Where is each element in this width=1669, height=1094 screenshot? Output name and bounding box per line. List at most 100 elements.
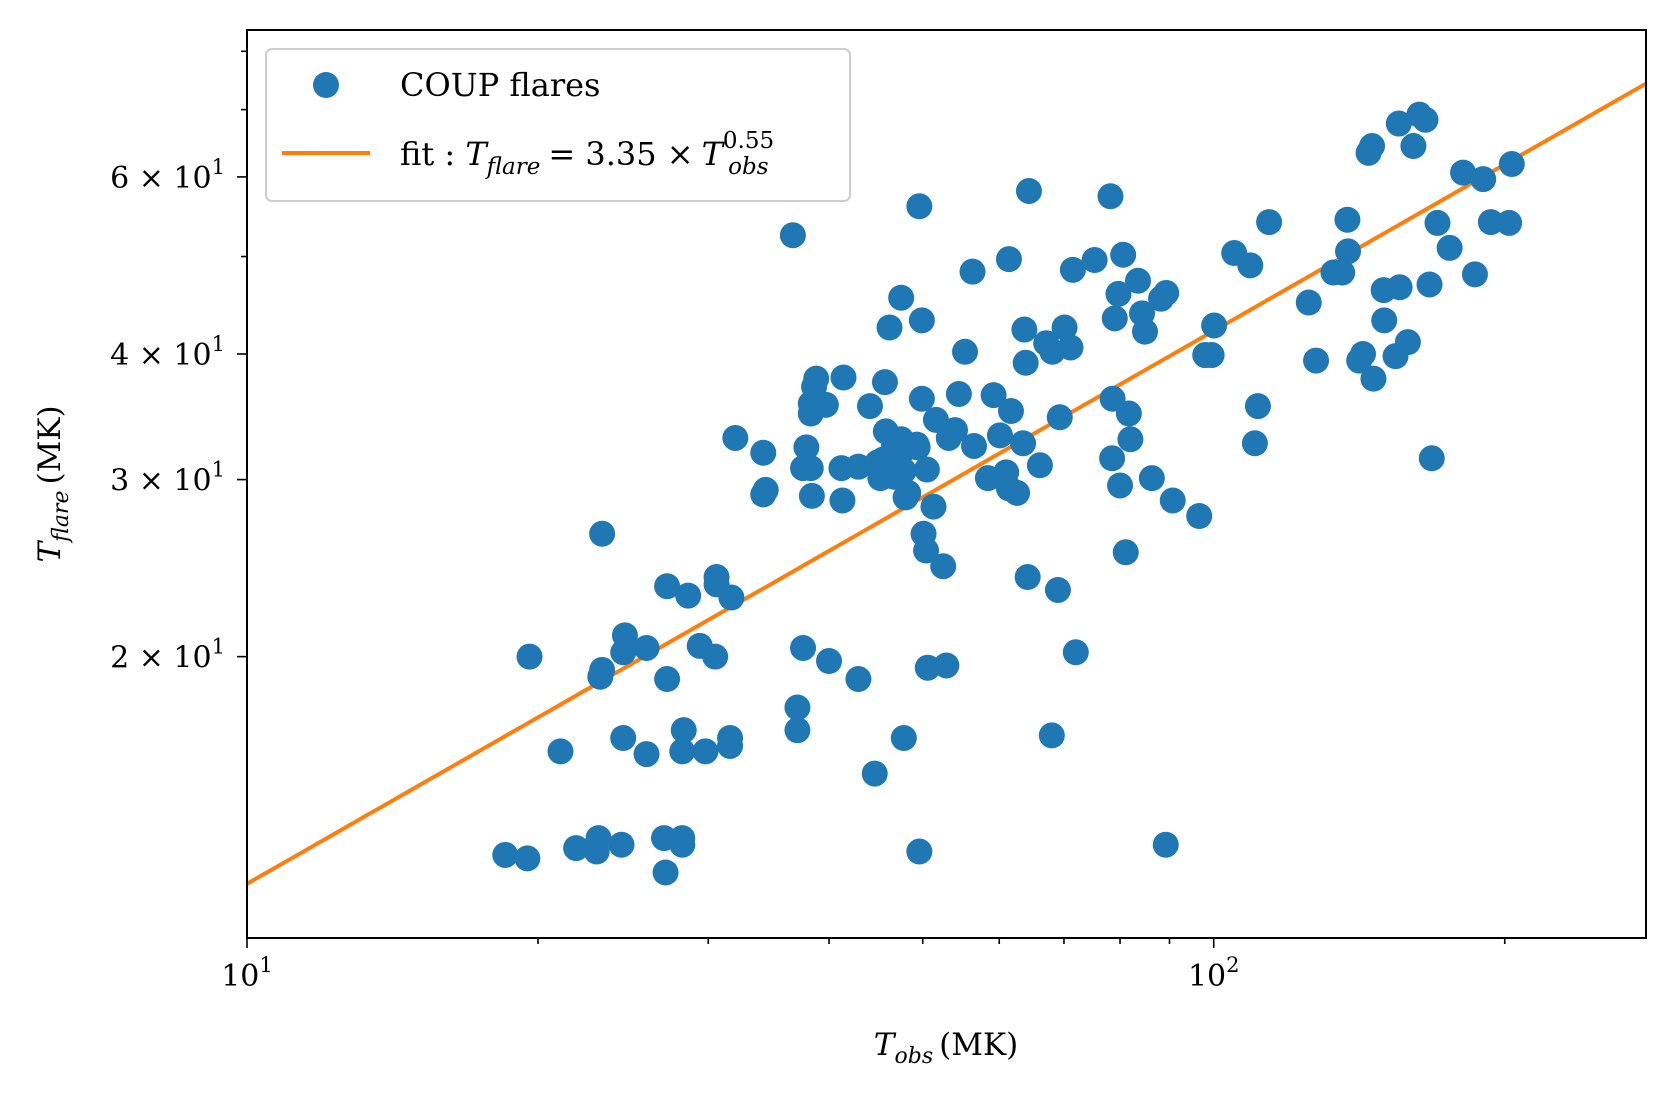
data-point-115: [1059, 256, 1086, 283]
fit-sub-obs: obs: [728, 154, 769, 180]
data-point-49: [803, 365, 830, 392]
fit-var-t: T: [465, 135, 489, 173]
data-point-28: [702, 643, 729, 670]
data-point-165: [1416, 271, 1443, 298]
data-point-89: [945, 380, 972, 407]
data-point-8: [669, 831, 696, 858]
data-point-69: [890, 457, 917, 484]
y-tick-label-2: 4 × 101: [110, 332, 225, 373]
data-point-33: [722, 424, 749, 451]
data-point-16: [692, 738, 719, 765]
data-point-125: [1110, 241, 1137, 268]
x-axis-label-unit: (MK): [939, 1027, 1018, 1063]
fit-var-t2: T: [702, 135, 726, 173]
data-point-164: [1412, 106, 1439, 133]
data-point-139: [1198, 342, 1225, 369]
data-point-80: [908, 307, 935, 334]
data-point-21: [589, 656, 616, 683]
data-point-38: [784, 717, 811, 744]
data-point-162: [1400, 133, 1427, 160]
data-point-169: [1450, 159, 1477, 186]
x-axis-label-var: T: [874, 1027, 897, 1063]
data-point-114: [1057, 334, 1084, 361]
data-point-155: [1360, 365, 1387, 392]
data-point-134: [1159, 487, 1186, 514]
data-point-45: [793, 434, 820, 461]
data-point-173: [1496, 209, 1523, 236]
x-axis-label-sub: obs: [894, 1044, 933, 1069]
fit-line: [247, 81, 1646, 886]
y-axis-label-var: T: [32, 540, 68, 563]
data-point-95: [980, 382, 1007, 409]
data-point-13: [633, 741, 660, 768]
data-point-54: [830, 364, 857, 391]
data-point-57: [856, 393, 883, 420]
legend: COUP flares fit : Tflare = 3.35 × T0.55 obs: [265, 48, 851, 202]
x-tick-label-1: 102: [1188, 953, 1240, 994]
data-point-90: [942, 417, 969, 444]
data-point-146: [1303, 347, 1330, 374]
data-point-103: [1012, 349, 1039, 376]
data-point-116: [1062, 639, 1089, 666]
data-point-25: [654, 573, 681, 600]
data-point-152: [1350, 340, 1377, 367]
y-tick-label-3: 6 × 101: [110, 155, 225, 196]
data-point-15: [669, 738, 696, 765]
data-point-135: [1152, 831, 1179, 858]
data-point-46: [797, 455, 824, 482]
x-axis-label: Tobs (MK): [874, 1027, 1018, 1069]
data-point-24: [633, 634, 660, 661]
data-point-42: [861, 760, 888, 787]
data-point-112: [1044, 576, 1071, 603]
data-point-117: [1081, 247, 1108, 274]
data-point-104: [1014, 564, 1041, 591]
data-point-171: [1470, 166, 1497, 193]
data-point-23: [611, 622, 638, 649]
data-point-142: [1241, 430, 1268, 457]
data-point-161: [1394, 329, 1421, 356]
data-point-113: [1051, 314, 1078, 341]
data-point-85: [914, 654, 941, 681]
data-point-160: [1386, 274, 1413, 301]
data-point-81: [922, 406, 949, 433]
data-point-98: [997, 398, 1024, 425]
data-point-26: [675, 582, 702, 609]
data-point-122: [1105, 280, 1132, 307]
data-point-71: [892, 484, 919, 511]
data-point-31: [703, 564, 730, 591]
data-point-157: [1371, 307, 1398, 334]
data-point-92: [961, 432, 988, 459]
data-point-144: [1256, 209, 1283, 236]
data-point-172: [1477, 209, 1504, 236]
data-point-101: [1004, 479, 1031, 506]
data-point-138: [1201, 312, 1228, 339]
data-point-30: [718, 584, 745, 611]
data-point-96: [986, 422, 1013, 449]
data-point-119: [1099, 445, 1126, 472]
data-point-55: [829, 487, 856, 514]
y-axis-label: Tflare (MK): [32, 405, 74, 562]
data-point-79: [906, 193, 933, 220]
data-point-130: [1132, 318, 1158, 345]
data-point-136: [1186, 503, 1213, 529]
data-point-39: [790, 634, 817, 661]
data-point-10: [516, 643, 543, 670]
data-point-159: [1385, 110, 1412, 137]
data-point-41: [845, 666, 872, 693]
legend-label-fit: fit : Tflare = 3.35 × T0.55 obs: [400, 128, 774, 180]
data-point-148: [1329, 259, 1356, 286]
data-point-34: [750, 439, 777, 466]
data-point-63: [871, 369, 898, 396]
data-point-87: [906, 838, 933, 865]
data-point-64: [876, 314, 903, 341]
data-point-19: [654, 666, 681, 693]
data-point-32: [589, 520, 616, 547]
data-point-143: [1244, 393, 1271, 420]
data-point-150: [1335, 238, 1362, 265]
data-point-168: [1436, 234, 1463, 261]
data-point-123: [1107, 472, 1134, 499]
legend-marker-scatter: [313, 72, 339, 98]
data-point-109: [1038, 722, 1065, 749]
data-point-78: [913, 537, 940, 564]
